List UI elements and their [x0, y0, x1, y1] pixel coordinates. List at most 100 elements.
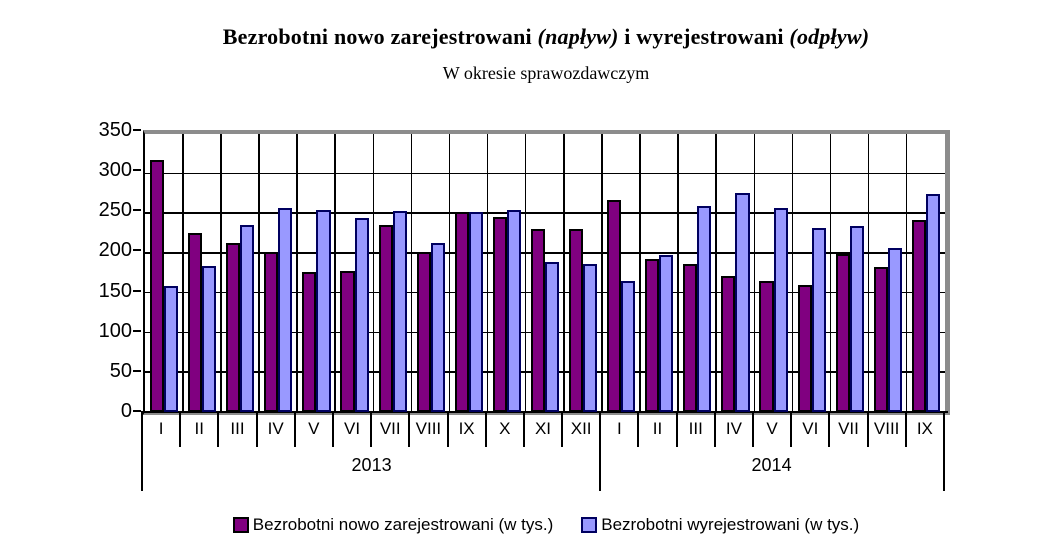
- gridline-vertical: [410, 134, 413, 412]
- category-slot: [488, 134, 526, 412]
- x-tick-label: I: [601, 413, 640, 447]
- chart-title: Bezrobotni nowo zarejestrowani (napływ) …: [40, 24, 1052, 50]
- category-slot: [564, 134, 602, 412]
- bar-wyrejestrowani: [773, 207, 788, 412]
- x-tick-label: XI: [525, 413, 564, 447]
- bar-nowo-zarejestrowani: [759, 280, 774, 412]
- bar-nowo-zarejestrowani: [226, 242, 241, 412]
- bar-wyrejestrowani: [430, 242, 445, 412]
- bar-nowo-zarejestrowani: [683, 264, 698, 412]
- legend: Bezrobotni nowo zarejestrowani (w tys.) …: [40, 515, 1052, 535]
- y-axis-label: 100: [98, 319, 132, 342]
- bar-nowo-zarejestrowani: [340, 271, 355, 412]
- category-slot: [831, 134, 869, 412]
- bar-wyrejestrowani: [925, 194, 941, 412]
- y-axis-tick: [133, 329, 141, 332]
- bar-nowo-zarejestrowani: [835, 253, 850, 412]
- chart-title-naplyw: (napływ): [537, 24, 619, 49]
- chart-subtitle: W okresie sprawozdawczym: [442, 63, 650, 83]
- category-slot: [869, 134, 907, 412]
- bar-nowo-zarejestrowani: [149, 160, 165, 412]
- y-axis-label: 300: [98, 159, 132, 182]
- x-tick-label: II: [639, 413, 678, 447]
- x-tick-label: VII: [830, 413, 869, 447]
- bar-wyrejestrowani: [468, 211, 483, 412]
- gridline-vertical: [867, 134, 870, 412]
- gridline-vertical: [182, 134, 184, 412]
- x-tick-label: VI: [792, 413, 831, 447]
- bar-wyrejestrowani: [164, 285, 179, 412]
- bar-nowo-zarejestrowani: [492, 216, 507, 412]
- bar-nowo-zarejestrowani: [416, 251, 431, 412]
- category-slot: [259, 134, 297, 412]
- year-group-separator: [943, 411, 945, 491]
- x-tick-label: IV: [716, 413, 754, 447]
- bar-wyrejestrowani: [697, 205, 712, 412]
- gridline-vertical: [296, 134, 298, 412]
- y-axis-tick: [133, 410, 141, 412]
- chart-title-text: Bezrobotni nowo zarejestrowani: [222, 24, 538, 49]
- x-tick-label: II: [181, 413, 220, 447]
- bar-wyrejestrowani: [506, 210, 521, 412]
- category-slot: [335, 134, 373, 412]
- x-tick-label: IV: [258, 413, 296, 447]
- y-axis-label: 50: [109, 359, 132, 382]
- legend-label-naplyw: Bezrobotni nowo zarejestrowani (w tys.): [252, 515, 554, 534]
- gridline-vertical: [677, 134, 679, 412]
- y-axis-label: 200: [98, 239, 132, 262]
- y-axis-tick: [133, 129, 141, 131]
- y-axis-tick: [133, 169, 141, 172]
- gridline-vertical: [524, 134, 527, 412]
- gridline-vertical: [258, 134, 260, 412]
- y-axis-label: 250: [98, 199, 132, 222]
- x-tick-label: V: [754, 413, 793, 447]
- gridline-vertical: [220, 134, 222, 412]
- bar-slots: [145, 134, 945, 412]
- bar-wyrejestrowani: [240, 224, 255, 412]
- x-axis-line: [141, 411, 948, 413]
- bar-nowo-zarejestrowani: [264, 252, 279, 412]
- bar-wyrejestrowani: [392, 211, 407, 412]
- gridline-vertical: [448, 134, 451, 412]
- bar-wyrejestrowani: [202, 265, 217, 412]
- year-group-label: 2014: [751, 455, 792, 475]
- year-group-separator: [599, 411, 602, 491]
- gridline-vertical: [829, 134, 832, 412]
- legend-label-odplyw: Bezrobotni wyrejestrowani (w tys.): [601, 515, 860, 534]
- category-slot: [145, 134, 183, 412]
- gridline-vertical: [334, 134, 336, 412]
- bar-wyrejestrowani: [354, 218, 369, 412]
- gridline-vertical: [715, 134, 717, 412]
- bar-wyrejestrowani: [278, 207, 293, 412]
- legend-marker-naplyw: [232, 517, 249, 533]
- gridline-horizontal: [145, 172, 945, 175]
- gridline-vertical: [753, 134, 756, 412]
- chart-title-text2: i wyrejestrowani: [618, 24, 790, 49]
- bar-nowo-zarejestrowani: [645, 258, 660, 412]
- y-axis-tick: [133, 249, 141, 252]
- category-slot: [716, 134, 754, 412]
- month-axis-row: I II III IV V VI VII VIII IX X XI XII I II III IV V VI VII…: [143, 413, 943, 447]
- bar-wyrejestrowani: [544, 261, 560, 412]
- bar-wyrejestrowani: [316, 210, 331, 412]
- chart-title-odplyw: (odpływ): [789, 24, 870, 49]
- bar-nowo-zarejestrowani: [873, 267, 888, 412]
- x-tick-label: IX: [916, 419, 933, 438]
- y-axis-label: 150: [98, 279, 132, 302]
- x-tick-label: III: [678, 413, 716, 447]
- bar-wyrejestrowani: [811, 227, 826, 412]
- category-slot: [297, 134, 335, 412]
- bar-nowo-zarejestrowani: [607, 199, 622, 412]
- x-tick-label: XII: [563, 413, 602, 447]
- gridline-vertical: [486, 134, 489, 412]
- category-slot: [755, 134, 793, 412]
- legend-marker-odplyw: [581, 517, 598, 533]
- category-slot: [412, 134, 450, 412]
- bar-wyrejestrowani: [621, 280, 636, 412]
- y-axis-tick: [133, 289, 141, 292]
- category-slot: [793, 134, 831, 412]
- category-slot: [526, 134, 564, 412]
- bar-nowo-zarejestrowani: [568, 229, 584, 412]
- x-tick-label: I: [143, 413, 182, 447]
